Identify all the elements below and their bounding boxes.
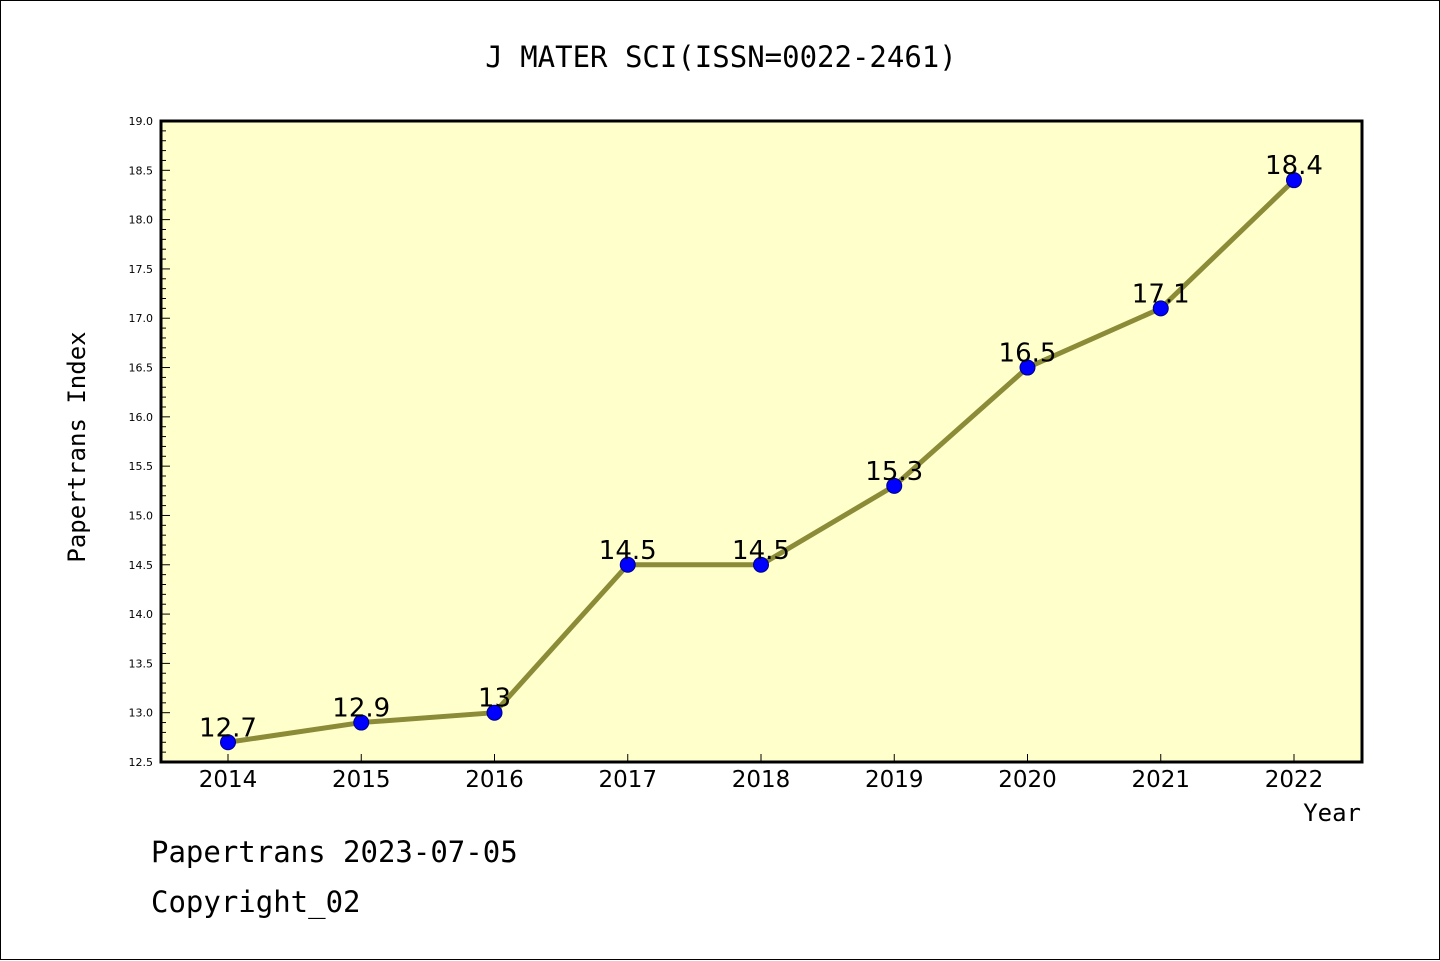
data-point <box>753 556 769 573</box>
plot-frame <box>159 119 1364 764</box>
data-labels: 12.7 12.9 13 14.5 14.5 15.3 16.5 17.1 18.4 <box>199 151 1323 743</box>
data-label: 16.5 <box>999 339 1057 369</box>
plot-area <box>161 121 1362 762</box>
y-tick-label: 16.5 <box>129 362 154 375</box>
data-label: 12.9 <box>332 694 390 724</box>
chart-title: J MATER SCI(ISSN=0022-2461) <box>485 40 956 74</box>
x-axis: 2014 2015 2016 2017 2018 2019 2020 2021 2022 <box>199 754 1324 793</box>
y-tick-label: 18.0 <box>129 214 154 227</box>
x-tick-label: 2017 <box>598 767 657 793</box>
y-tick-label: 17.0 <box>129 312 154 325</box>
y-tick-label: 14.5 <box>129 559 154 572</box>
data-point <box>1019 359 1036 376</box>
x-tick-label: 2022 <box>1265 767 1324 793</box>
y-tick-label: 16.0 <box>129 411 154 424</box>
data-label: 18.4 <box>1265 151 1323 181</box>
x-tick-label: 2016 <box>465 767 524 793</box>
y-tick-label: 14.0 <box>129 608 154 621</box>
data-label: 15.3 <box>865 457 923 487</box>
data-label: 12.7 <box>199 713 257 743</box>
x-tick-label: 2018 <box>732 767 791 793</box>
x-axis-label: Year <box>1303 799 1361 827</box>
y-tick-label: 18.5 <box>129 164 154 177</box>
y-axis-label: Papertrans Index <box>63 331 91 562</box>
x-tick-label: 2019 <box>865 767 924 793</box>
x-tick-label: 2014 <box>199 767 258 793</box>
x-tick-label: 2015 <box>332 767 391 793</box>
x-tick-label: 2021 <box>1131 767 1190 793</box>
data-point <box>619 556 636 573</box>
x-tick-label: 2020 <box>998 767 1057 793</box>
y-tick-label: 13.5 <box>129 657 154 670</box>
data-point <box>1286 172 1302 189</box>
data-label: 14.5 <box>599 536 657 566</box>
data-label: 17.1 <box>1132 279 1190 309</box>
footer-date: Papertrans 2023-07-05 <box>151 835 518 869</box>
data-point <box>886 477 903 494</box>
footer-copyright: Copyright_02 <box>151 885 361 919</box>
data-label: 14.5 <box>732 536 790 566</box>
data-point <box>1152 300 1169 317</box>
y-tick-label: 19.0 <box>129 115 154 128</box>
data-markers <box>220 172 1302 751</box>
data-point <box>220 734 236 751</box>
y-tick-label: 15.5 <box>129 460 154 473</box>
data-label: 13 <box>478 684 511 714</box>
y-tick-label: 17.5 <box>129 263 154 276</box>
data-point <box>486 704 503 721</box>
y-axis: 12.5 13.0 13.5 14.0 14.5 15.0 15.5 16.0 16.5 17.0… <box>129 115 170 769</box>
data-point <box>353 714 370 731</box>
y-tick-label: 15.0 <box>129 509 154 522</box>
y-tick-label: 13.0 <box>129 707 154 720</box>
y-tick-label: 12.5 <box>129 756 154 769</box>
